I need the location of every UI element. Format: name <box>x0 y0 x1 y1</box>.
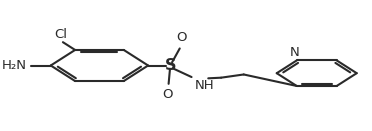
Text: H₂N: H₂N <box>2 59 27 72</box>
Text: Cl: Cl <box>55 28 68 41</box>
Text: N: N <box>290 46 300 59</box>
Text: O: O <box>177 31 187 44</box>
Text: S: S <box>165 58 176 73</box>
Text: NH: NH <box>195 79 215 92</box>
Text: O: O <box>163 88 173 101</box>
